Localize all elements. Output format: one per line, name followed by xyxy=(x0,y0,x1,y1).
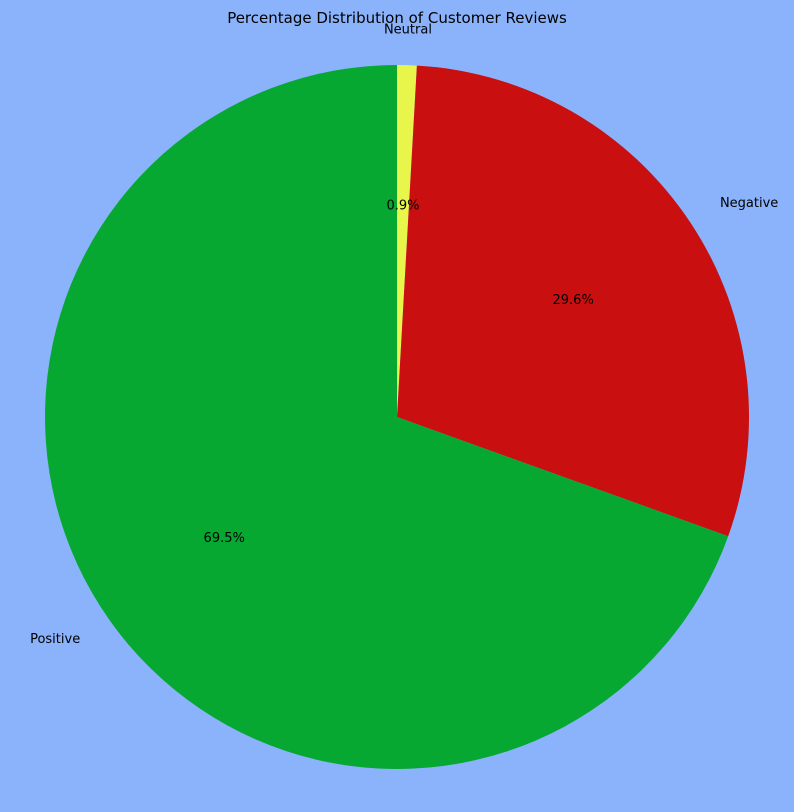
slice-label-neutral: Neutral xyxy=(384,22,432,37)
slice-percent-neutral: 0.9% xyxy=(386,198,419,213)
slice-label-positive: Positive xyxy=(30,632,80,647)
pie-slice-negative xyxy=(397,65,749,537)
pie-slice-neutral xyxy=(397,65,417,417)
slice-percent-positive: 69.5% xyxy=(204,531,245,546)
pie-slices xyxy=(45,65,749,769)
pie-labels: Neutral 0.9% Negative 29.6% Positive 69.5% xyxy=(30,22,778,647)
pie-slice-positive xyxy=(45,65,729,769)
slice-label-negative: Negative xyxy=(720,196,778,211)
slice-percent-negative: 29.6% xyxy=(553,293,594,308)
chart-title: Percentage Distribution of Customer Revi… xyxy=(227,9,567,27)
